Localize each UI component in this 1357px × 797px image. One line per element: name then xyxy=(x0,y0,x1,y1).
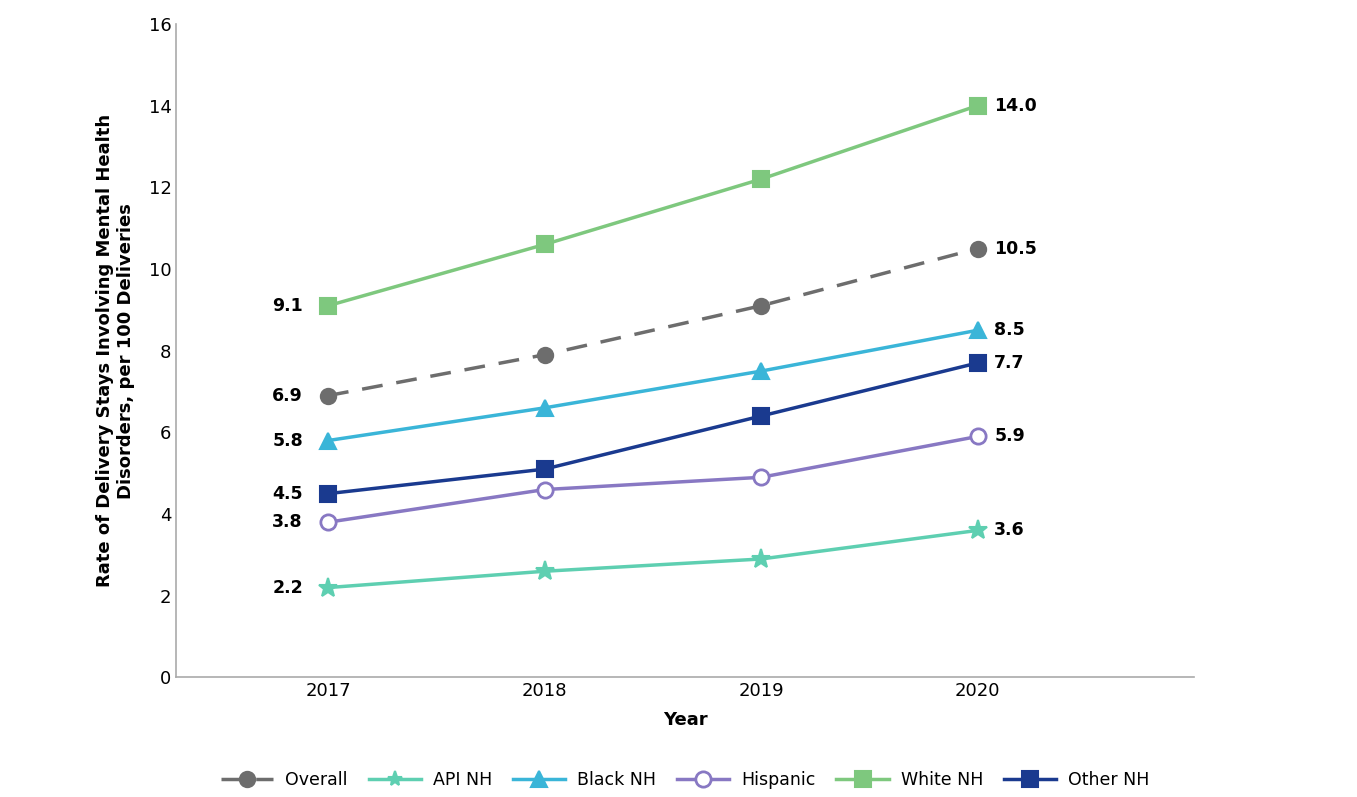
Text: 8.5: 8.5 xyxy=(995,321,1025,340)
Y-axis label: Rate of Delivery Stays Involving Mental Health
Disorders, per 100 Deliveries: Rate of Delivery Stays Involving Mental … xyxy=(96,114,134,587)
Text: 3.6: 3.6 xyxy=(995,521,1025,540)
Text: 7.7: 7.7 xyxy=(995,354,1025,372)
Text: 10.5: 10.5 xyxy=(995,240,1037,257)
Text: 2.2: 2.2 xyxy=(273,579,303,597)
Text: 5.9: 5.9 xyxy=(995,427,1025,446)
X-axis label: Year: Year xyxy=(664,712,707,729)
Text: 3.8: 3.8 xyxy=(273,513,303,532)
Text: 9.1: 9.1 xyxy=(273,296,303,315)
Text: 14.0: 14.0 xyxy=(995,96,1037,115)
Text: 4.5: 4.5 xyxy=(273,485,303,503)
Text: 6.9: 6.9 xyxy=(273,387,303,405)
Text: 5.8: 5.8 xyxy=(273,431,303,450)
Legend: Overall, API NH, Black NH, Hispanic, White NH, Other NH: Overall, API NH, Black NH, Hispanic, Whi… xyxy=(214,764,1156,796)
